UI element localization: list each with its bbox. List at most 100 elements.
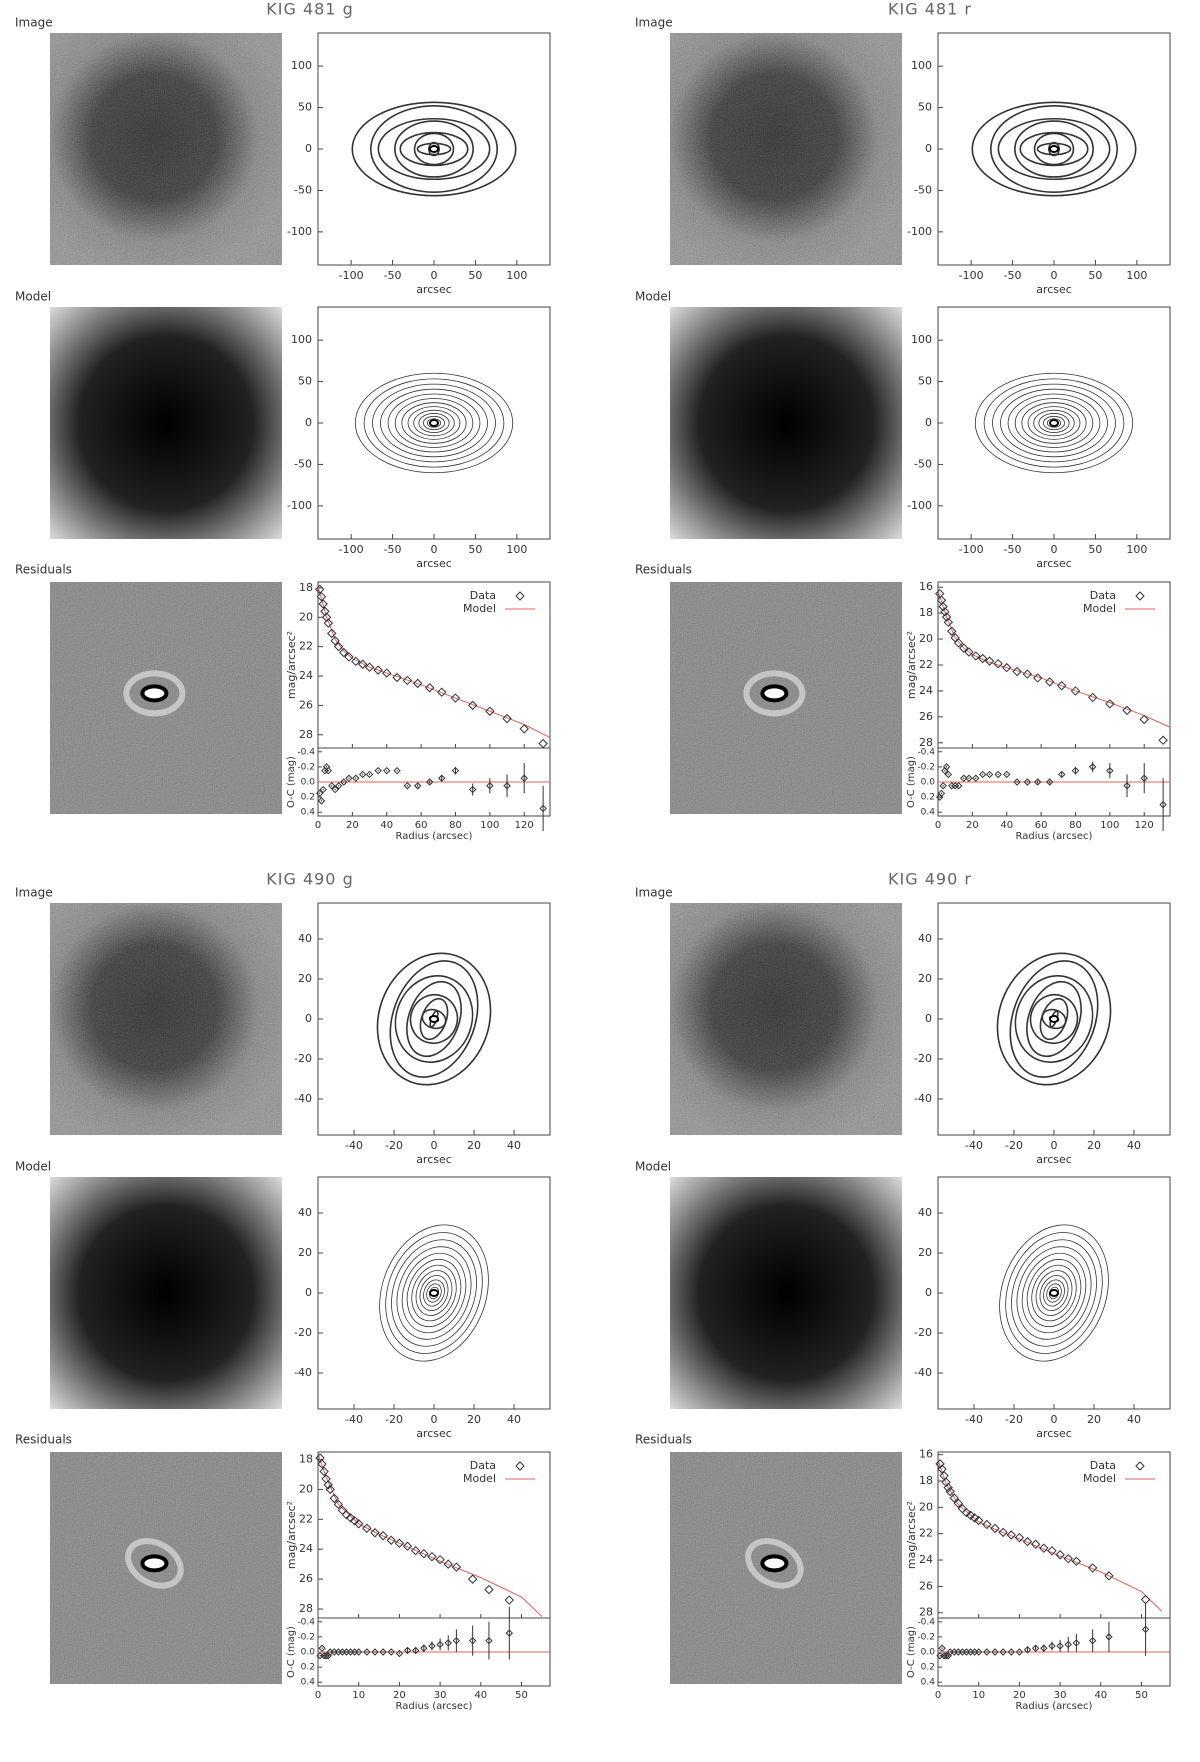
- x-tick-label: 120: [515, 820, 534, 831]
- y-tick-label: 22: [919, 658, 933, 671]
- residual-point: [436, 1640, 444, 1649]
- data-point: [370, 1528, 380, 1538]
- x-tick-label: -20: [385, 1413, 403, 1426]
- residual-point: [1023, 1646, 1032, 1654]
- data-point: [1087, 692, 1098, 703]
- y-tick-label: 28: [919, 1606, 933, 1619]
- contour-line: [385, 1232, 483, 1354]
- x-tick-label: 50: [1088, 269, 1102, 282]
- residual-point: [942, 763, 951, 771]
- data-point: [1006, 1530, 1016, 1540]
- x-tick-label: 100: [1126, 269, 1147, 282]
- contour-line: [413, 409, 455, 437]
- data-point: [333, 641, 344, 652]
- contours: [974, 372, 1134, 474]
- data-point: [392, 672, 402, 683]
- data-point: [424, 683, 435, 693]
- residual-point: [942, 1652, 950, 1660]
- residual-point: [358, 770, 367, 779]
- x-tick-label: 30: [434, 1690, 447, 1701]
- data-point: [1140, 1594, 1151, 1605]
- y-axis-label: O-C (mag): [286, 756, 297, 808]
- data-point: [990, 1523, 1000, 1534]
- contour-line: [426, 1283, 442, 1303]
- y-tick-label: 0: [305, 416, 312, 429]
- y-tick-label: 40: [298, 1206, 312, 1219]
- data-point: [1039, 1543, 1049, 1553]
- data-point: [330, 636, 340, 646]
- panel-title: KIG 481 g: [266, 0, 353, 19]
- contour-line: [380, 388, 488, 458]
- x-tick-label: 50: [1135, 1690, 1148, 1701]
- residual-point: [520, 774, 528, 782]
- contour-line: [418, 413, 450, 433]
- residual-point: [939, 782, 947, 790]
- legend-marker: [1135, 1461, 1145, 1471]
- data-point: [345, 1513, 356, 1523]
- contour-line: [415, 1270, 453, 1316]
- y-tick-label: 0: [305, 1286, 312, 1299]
- y-tick-label: 0: [925, 142, 932, 155]
- contour-line: [999, 1224, 1109, 1362]
- residual-core: [760, 684, 789, 703]
- data-point: [484, 1584, 494, 1595]
- y-tick-label: 26: [919, 710, 933, 723]
- residual-ring: [125, 1538, 184, 1589]
- x-axis-label: arcsec: [416, 283, 452, 296]
- data-point: [959, 643, 969, 653]
- residual-point: [420, 1644, 428, 1652]
- residual-point: [505, 1629, 514, 1637]
- x-tick-label: 0: [315, 1690, 321, 1701]
- residual-point: [1056, 1642, 1064, 1650]
- contour-line: [419, 997, 449, 1041]
- data-point: [538, 738, 548, 749]
- data-point: [329, 1493, 339, 1504]
- legend-marker: [515, 1461, 525, 1471]
- contour-line: [1033, 409, 1075, 437]
- data-point: [333, 1499, 344, 1510]
- data-point: [941, 612, 952, 622]
- contour-line: [428, 141, 440, 157]
- x-tick-label: 100: [1100, 820, 1119, 831]
- residual-core: [760, 1554, 789, 1573]
- model-image: [50, 1177, 282, 1409]
- y-tick-label: 18: [299, 1452, 313, 1465]
- row-label: Residuals: [15, 1433, 72, 1447]
- residual-point: [1071, 766, 1080, 775]
- residual-point: [960, 774, 968, 782]
- residual-point: [1088, 1636, 1097, 1645]
- contour-line: [394, 120, 474, 178]
- data-point: [1139, 714, 1149, 725]
- y-tick-label: 100: [291, 333, 312, 346]
- x-tick-label: 40: [1127, 1139, 1141, 1152]
- contour-line: [419, 1275, 449, 1311]
- contour-line: [401, 402, 467, 444]
- residual-point: [319, 785, 327, 794]
- residual-point: [1159, 800, 1167, 809]
- y-tick-label: 20: [299, 610, 313, 623]
- contour-line: [363, 378, 505, 468]
- y-tick-label: -0.2: [297, 1632, 315, 1642]
- data-point: [323, 1480, 333, 1490]
- image-noise: [670, 903, 902, 1135]
- residual-point: [451, 766, 460, 775]
- y-axis-label: mag/arcsec²: [285, 631, 298, 699]
- data-point: [949, 1493, 959, 1503]
- legend-label: Data: [470, 589, 496, 602]
- y-tick-label: 22: [299, 1512, 313, 1525]
- residual-point: [539, 804, 547, 813]
- residual-point: [937, 789, 946, 798]
- x-axis-label: arcsec: [1036, 557, 1072, 570]
- legend-label: Data: [1090, 1459, 1116, 1472]
- y-tick-label: -0.4: [917, 1617, 935, 1627]
- data-point: [502, 713, 512, 724]
- y-tick-label: 50: [918, 101, 932, 114]
- x-tick-label: 100: [506, 269, 527, 282]
- model-line: [937, 1459, 1163, 1612]
- x-axis-label: arcsec: [416, 557, 452, 570]
- row-label: Image: [15, 886, 53, 900]
- model-image: [50, 307, 282, 539]
- residual-point: [1003, 770, 1011, 779]
- contour-line: [1014, 120, 1094, 178]
- y-tick-label: -100: [907, 225, 932, 238]
